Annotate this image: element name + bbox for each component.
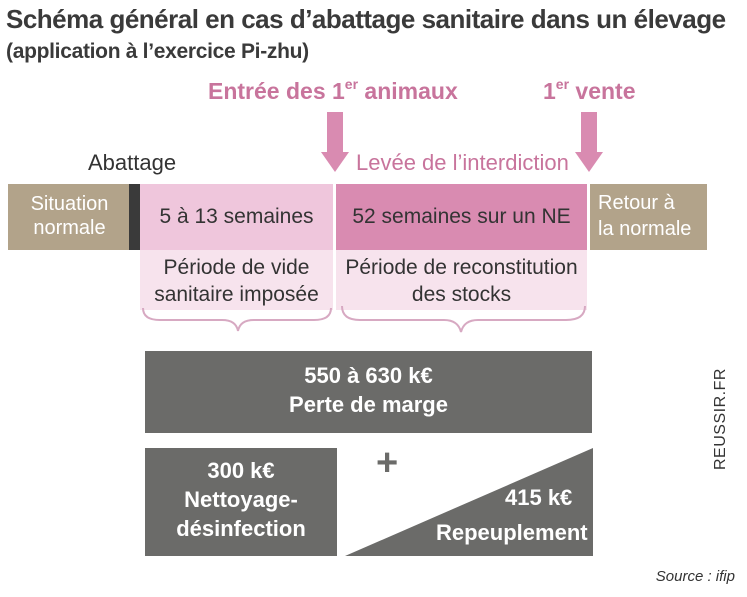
arrow-entree-shaft <box>327 112 343 154</box>
plus-sign: + <box>376 442 399 484</box>
marker-entree-main: Entrée des 1 <box>208 78 345 104</box>
marker-entree-sup: er <box>344 76 359 92</box>
recon-line2: des stocks <box>411 283 512 306</box>
perte-value: 550 à 630 k€ <box>304 363 433 388</box>
brace-vide <box>142 307 332 332</box>
source-note: Source : ifip <box>655 568 735 585</box>
perte-marge-box: 550 à 630 k€ Perte de marge <box>145 351 592 433</box>
retour-line2: la normale <box>598 218 692 240</box>
brace-recon <box>341 305 586 333</box>
nettoyage-value: 300 k€ <box>207 458 275 483</box>
repeuplement-label: Repeuplement <box>436 520 588 545</box>
arrow-entree-head <box>321 152 349 172</box>
diagram-subtitle: (application à l’exercice Pi-zhu) <box>6 40 309 63</box>
situation-normale-box: Situation normale <box>8 184 131 250</box>
abattage-label: Abattage <box>88 150 177 175</box>
marker-vente-label: 1er vente <box>543 76 636 105</box>
repeuplement-value: 415 k€ <box>505 485 573 510</box>
vide-duration-box: 5 à 13 semaines <box>140 184 333 250</box>
recon-description: Période de reconstitution des stocks <box>336 250 587 310</box>
recon-duration-box: 52 semaines sur un NE <box>336 184 587 250</box>
situation-line1: Situation <box>30 193 109 215</box>
credit-watermark: REUSSIR.FR <box>712 368 729 470</box>
arrow-vente-shaft <box>581 112 597 154</box>
nettoyage-box: 300 k€ Nettoyage- désinfection <box>145 448 337 556</box>
marker-entree-rest: animaux <box>358 78 458 104</box>
perte-label: Perte de marge <box>289 392 448 417</box>
repeuplement-triangle <box>345 448 593 556</box>
marker-vente-sup: er <box>555 76 570 92</box>
levee-label: Levée de l’interdiction <box>356 150 569 175</box>
recon-line1: Période de reconstitution <box>345 256 578 279</box>
vide-description: Période de vide sanitaire imposée <box>140 250 333 310</box>
retour-line1: Retour à <box>598 192 675 214</box>
marker-vente-rest: vente <box>569 78 636 104</box>
nettoyage-line2: désinfection <box>176 516 306 541</box>
nettoyage-line1: Nettoyage- <box>184 487 298 512</box>
vide-line2: sanitaire imposée <box>154 283 319 306</box>
situation-line2: normale <box>33 217 106 239</box>
diagram-title: Schéma général en cas d’abattage sanitai… <box>6 4 726 34</box>
marker-entree-label: Entrée des 1er animaux <box>208 76 458 105</box>
abattage-marker <box>129 184 140 250</box>
arrow-vente-head <box>575 152 603 172</box>
vide-line1: Période de vide <box>163 256 310 279</box>
retour-normale-box: Retour à la normale <box>590 184 707 250</box>
marker-vente-main: 1 <box>543 78 556 104</box>
